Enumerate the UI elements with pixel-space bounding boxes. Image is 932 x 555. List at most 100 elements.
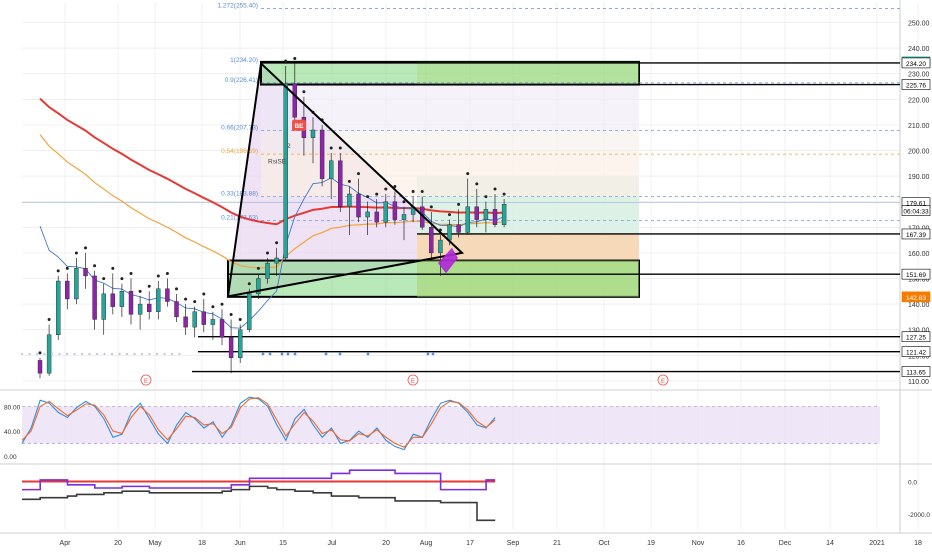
signal-dot — [338, 146, 342, 150]
candle-body — [74, 268, 79, 300]
earnings-marker-label: E — [661, 379, 665, 385]
signal-dot — [284, 59, 288, 63]
signal-dot — [93, 264, 97, 268]
price-tag-text: 142.83 — [906, 295, 926, 302]
fib-band — [261, 82, 639, 131]
signal-dot — [384, 187, 388, 191]
signal-dot — [457, 202, 461, 206]
time-axis-label: Apr — [60, 540, 72, 547]
indicator-dot — [58, 352, 61, 356]
time-axis-label: 2021 — [869, 540, 885, 547]
price-tag — [901, 79, 931, 90]
indicator-dot — [280, 352, 284, 356]
be-label-text: BE — [294, 123, 304, 130]
indicator-dot — [148, 352, 151, 356]
price-tag-text: 113.65 — [906, 370, 926, 377]
candle-body — [265, 262, 270, 279]
candle-body — [483, 209, 489, 220]
signal-dot — [347, 179, 351, 183]
signal-dot — [493, 187, 497, 191]
candle-body — [438, 239, 443, 254]
indicator-dot — [28, 352, 31, 356]
candle-body — [274, 257, 279, 264]
candle-body — [401, 214, 407, 220]
candle-body — [292, 83, 297, 118]
indicator-dot — [133, 352, 136, 356]
indicator-dot — [73, 352, 76, 356]
candle-body — [192, 311, 197, 328]
candle-body — [65, 280, 70, 300]
indicator-dot — [65, 352, 69, 356]
candle-body — [247, 293, 252, 330]
fib-band — [261, 154, 639, 197]
signal-dot — [429, 205, 433, 209]
fib-level-label: 1.272(255.40) — [218, 3, 258, 10]
rsi-tick-label: 80.00 — [4, 404, 21, 411]
candle-body — [256, 278, 261, 295]
time-axis-label: May — [148, 540, 162, 547]
rsi-se-index: 2 — [287, 143, 291, 150]
signal-dot — [38, 351, 42, 355]
price-tag — [901, 268, 931, 280]
candle-body — [329, 160, 334, 179]
purple-marker — [438, 247, 458, 274]
indicator-dot — [118, 352, 121, 356]
indicator-dot — [35, 352, 39, 356]
indicator-dot — [338, 352, 342, 356]
price-tag — [901, 366, 931, 377]
indicator-dot — [155, 352, 159, 356]
price-tag-text: 06:04:33 — [903, 209, 929, 216]
indicator-dot — [43, 352, 46, 356]
signal-dot — [229, 312, 233, 316]
rsi-tick-label: 40.00 — [4, 429, 21, 436]
signal-dot — [502, 192, 506, 196]
candle-body — [447, 224, 452, 241]
indicator-dot — [95, 352, 99, 356]
signal-dot — [211, 305, 215, 309]
earnings-marker — [407, 374, 419, 386]
candle-body — [465, 206, 470, 233]
indicator-dot — [426, 352, 430, 356]
candle-body — [456, 224, 461, 233]
signal-dot — [411, 190, 415, 194]
price-tag — [901, 291, 931, 303]
candle-body — [210, 319, 216, 325]
candle-body — [110, 293, 116, 307]
candle-body — [219, 319, 225, 338]
candle-body — [128, 291, 134, 315]
signal-dot — [129, 271, 133, 275]
earnings-marker — [140, 374, 152, 386]
time-axis-label: Aug — [420, 540, 433, 547]
signal-dot — [366, 195, 370, 199]
signal-dot — [238, 318, 242, 322]
fib-level-label: 1(234.20) — [230, 57, 258, 64]
candle-body — [56, 280, 61, 336]
indicator-dot — [178, 352, 181, 356]
indicator-dot — [110, 352, 114, 356]
signal-dot — [302, 90, 306, 94]
price-tag-text: 179.61 — [906, 201, 926, 208]
candle-body — [319, 129, 325, 179]
indicator-dot — [170, 352, 174, 356]
signal-dot — [65, 266, 69, 270]
fib-level-label: 0.33(183.88) — [221, 191, 258, 198]
candle-body — [92, 275, 97, 320]
indicator-dot — [20, 352, 24, 356]
price-tick-label: 150.00 — [908, 276, 930, 283]
price-tick-label: 110.00 — [908, 379, 929, 386]
indicator-line-dark — [22, 485, 496, 522]
signal-dot — [202, 292, 206, 296]
candle-body — [283, 83, 288, 259]
signal-dot — [47, 318, 51, 322]
price-tick-label: 200.00 — [908, 148, 930, 155]
rsi-line-blue — [21, 396, 496, 451]
price-tick-label: 130.00 — [908, 328, 930, 335]
rsi-line-orange — [21, 397, 496, 448]
signal-dot — [266, 251, 269, 255]
signal-dot — [393, 184, 397, 188]
fib-level-label: 0.66(207.73) — [221, 125, 258, 132]
candle-body — [46, 334, 52, 374]
price-tick-label: 250.00 — [908, 20, 930, 27]
